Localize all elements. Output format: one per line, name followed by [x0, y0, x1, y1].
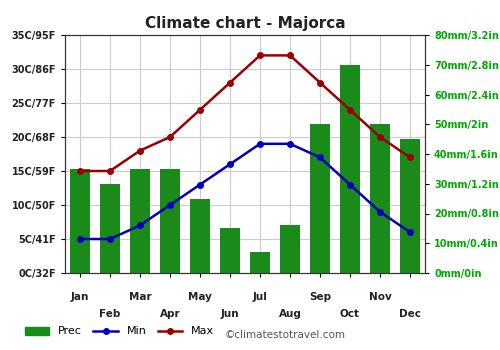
Text: Jun: Jun [220, 309, 240, 319]
Bar [340, 65, 360, 273]
Bar [190, 199, 210, 273]
Text: Sep: Sep [309, 293, 331, 302]
Text: Jul: Jul [252, 293, 268, 302]
Bar [400, 139, 420, 273]
Text: Mar: Mar [128, 293, 152, 302]
Title: Climate chart - Majorca: Climate chart - Majorca [144, 16, 346, 31]
Bar [280, 225, 300, 273]
Text: May: May [188, 293, 212, 302]
Bar [130, 169, 150, 273]
Bar [70, 169, 90, 273]
Text: Aug: Aug [278, 309, 301, 319]
Bar [250, 252, 270, 273]
Text: Jan: Jan [71, 293, 89, 302]
Bar [100, 184, 120, 273]
Text: Nov: Nov [368, 293, 392, 302]
Bar [310, 124, 330, 273]
Text: Apr: Apr [160, 309, 180, 319]
Text: Dec: Dec [399, 309, 421, 319]
Text: ©climatestotravel.com: ©climatestotravel.com [225, 329, 346, 340]
Bar [220, 229, 240, 273]
Bar [370, 124, 390, 273]
Text: Oct: Oct [340, 309, 360, 319]
Text: Feb: Feb [100, 309, 120, 319]
Legend: Prec, Min, Max: Prec, Min, Max [20, 322, 218, 341]
Bar [160, 169, 180, 273]
